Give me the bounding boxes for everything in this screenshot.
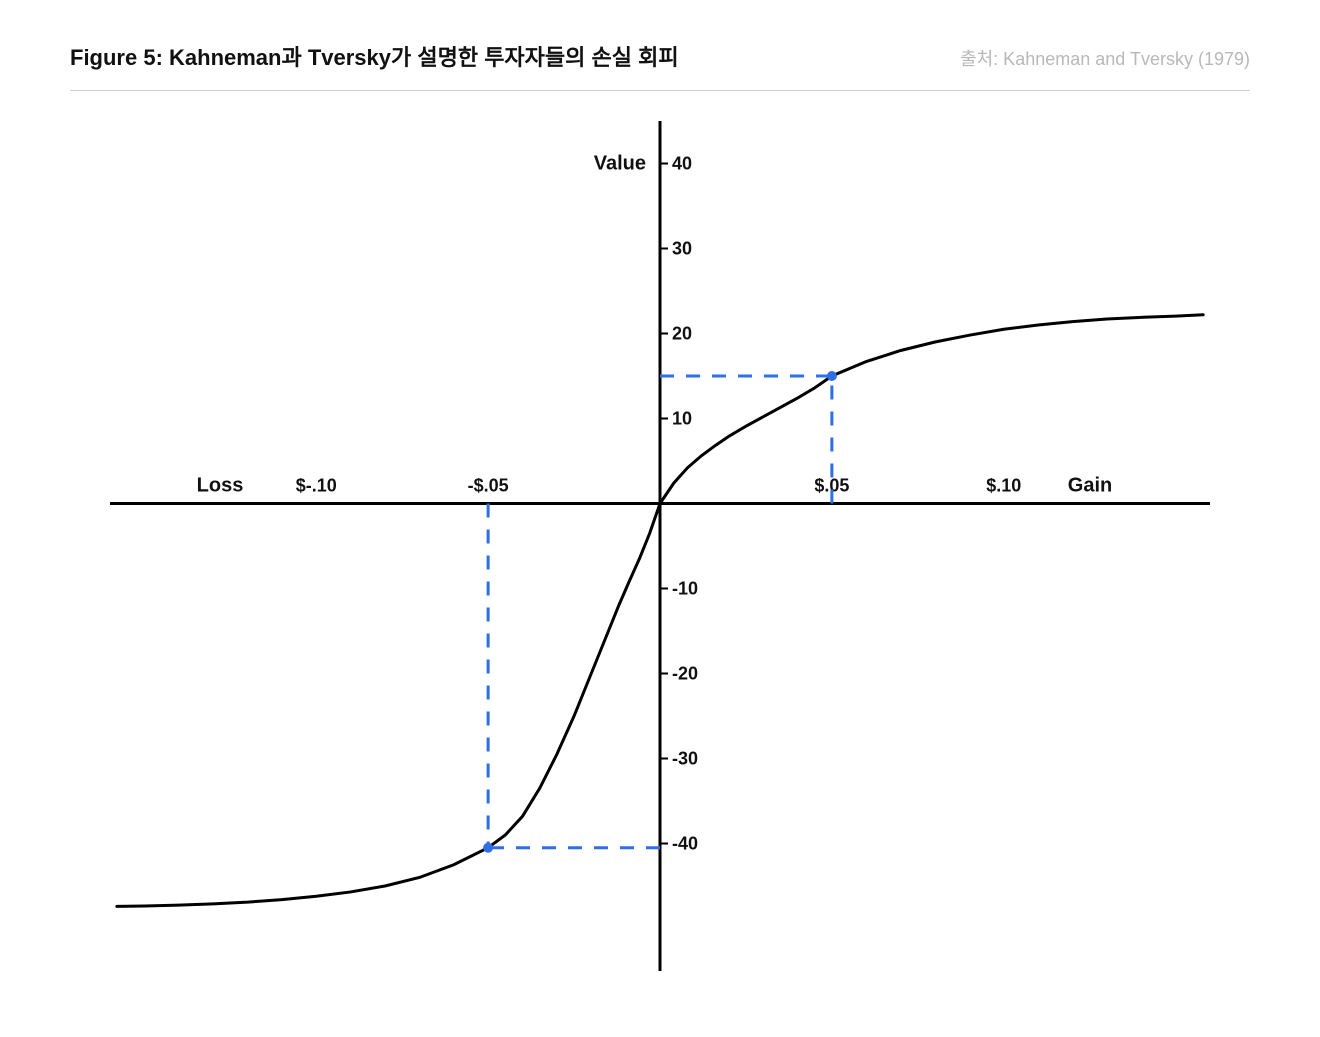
value-curve-gain — [660, 315, 1203, 504]
figure-title: Figure 5: Kahneman과 Tversky가 설명한 투자자들의 손… — [70, 40, 679, 72]
x-tick-label: $-.10 — [296, 476, 337, 496]
chart-container: 40302010-10-20-30-40$-.10-$.05$.05$.10Lo… — [70, 91, 1250, 991]
y-tick-label: 10 — [672, 409, 692, 429]
y-axis-title: Value — [594, 153, 646, 175]
gain-marker — [827, 371, 837, 381]
y-tick-label: -20 — [672, 664, 698, 684]
figure-header: Figure 5: Kahneman과 Tversky가 설명한 투자자들의 손… — [70, 40, 1250, 91]
figure-source: 출처: Kahneman and Tversky (1979) — [960, 45, 1250, 71]
y-tick-label: -10 — [672, 579, 698, 599]
x-tick-label: -$.05 — [468, 476, 509, 496]
loss-marker — [483, 843, 493, 853]
y-tick-label: 40 — [672, 154, 692, 174]
figure-page: Figure 5: Kahneman과 Tversky가 설명한 투자자들의 손… — [0, 0, 1320, 1037]
value-curve-loss — [117, 504, 660, 907]
y-tick-label: 30 — [672, 239, 692, 259]
x-right-label: Gain — [1068, 475, 1112, 497]
x-tick-label: $.10 — [986, 476, 1021, 496]
x-left-label: Loss — [197, 475, 244, 497]
prospect-chart: 40302010-10-20-30-40$-.10-$.05$.05$.10Lo… — [70, 91, 1250, 991]
y-tick-label: -30 — [672, 749, 698, 769]
y-tick-label: -40 — [672, 834, 698, 854]
y-tick-label: 20 — [672, 324, 692, 344]
